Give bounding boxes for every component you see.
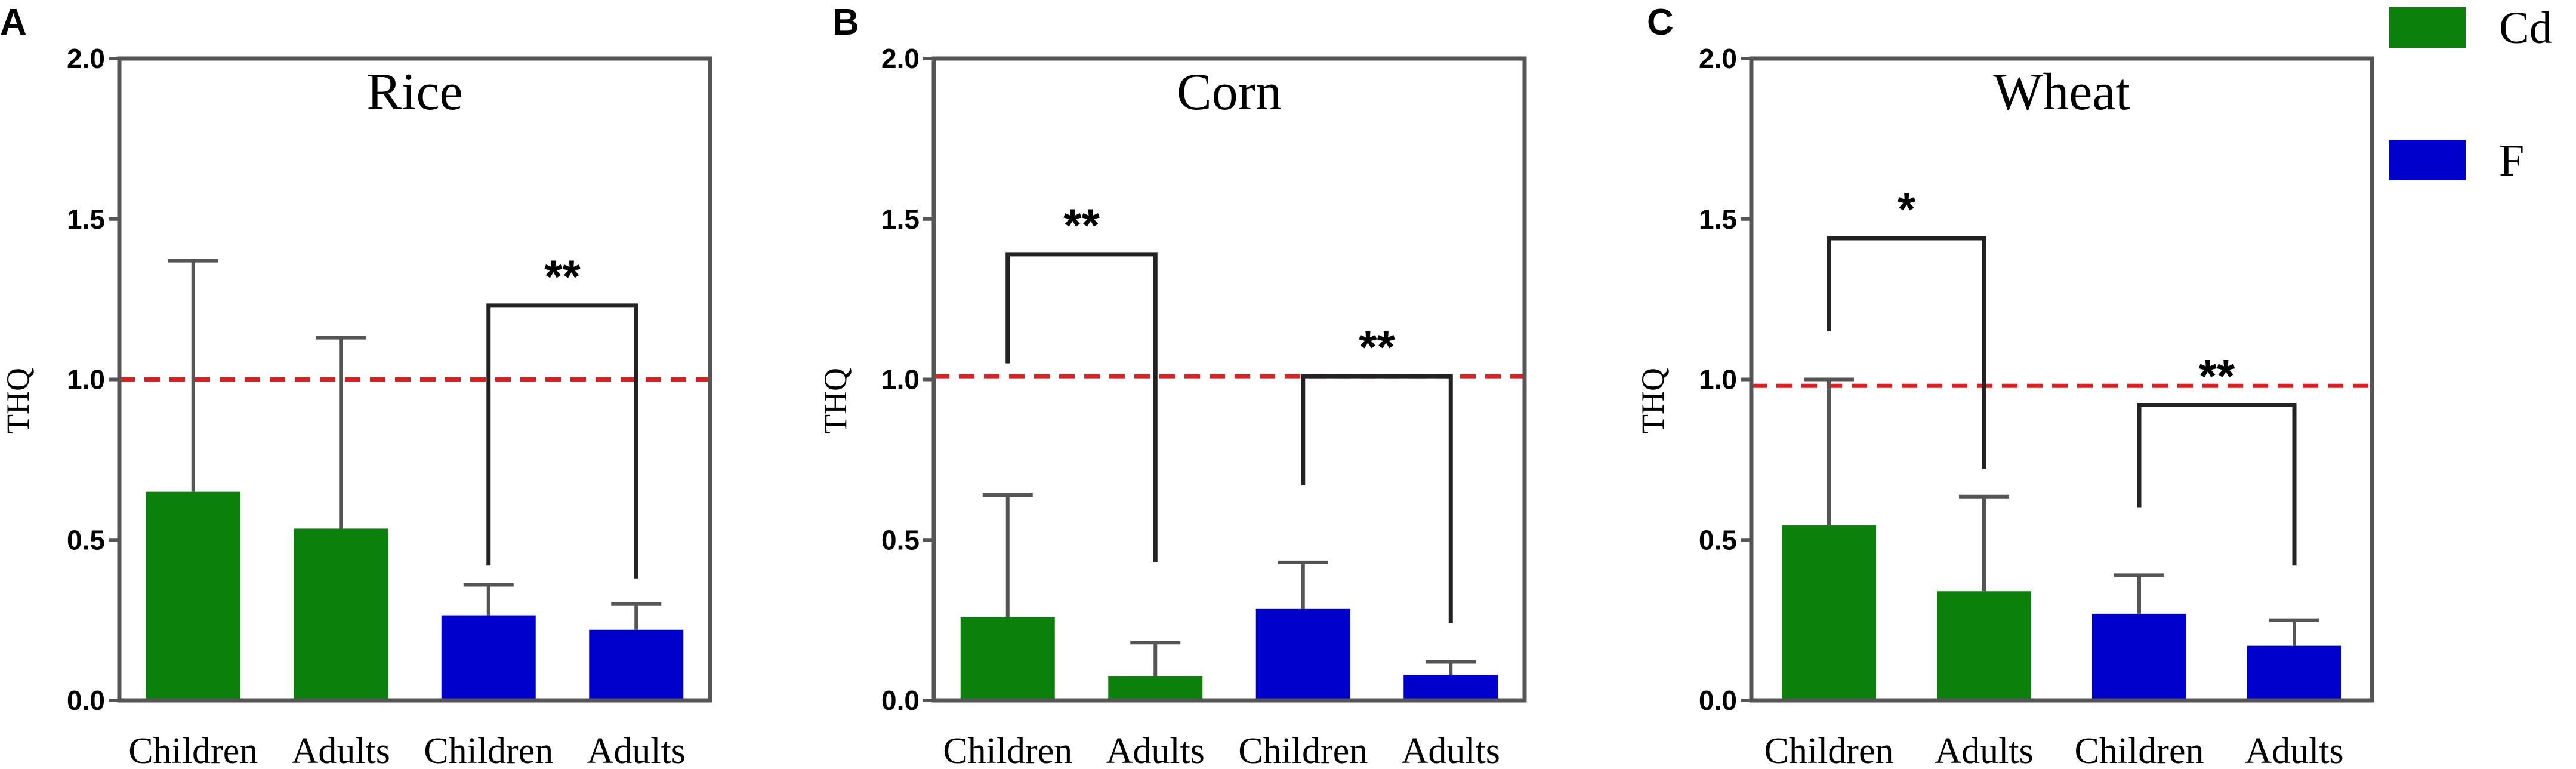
bar-f-adults: [2247, 645, 2341, 700]
x-tick-label: Adults: [2245, 731, 2343, 769]
significance-label: **: [544, 250, 581, 303]
panel-letter-C: C: [1647, 2, 1674, 43]
bar-cd-adults: [1108, 676, 1203, 700]
y-tick-label: 2.0: [881, 43, 920, 74]
bar-f-children: [1255, 608, 1350, 700]
significance-bracket: [1827, 236, 1986, 469]
panel-letter-A: A: [0, 2, 27, 43]
significance-bracket: [2137, 403, 2297, 566]
y-tick-label: 1.5: [67, 204, 105, 235]
x-tick-label: Adults: [1402, 731, 1500, 769]
y-tick-label: 0.0: [67, 685, 105, 716]
significance-bracket: [1005, 252, 1158, 562]
bar-f-adults: [589, 629, 684, 700]
x-tick-label: Children: [1764, 731, 1894, 769]
x-tick-label: Children: [1238, 731, 1368, 769]
y-tick-label: 0.0: [881, 685, 920, 716]
y-tick-label: 1.0: [881, 364, 920, 395]
x-tick-label: Adults: [1106, 731, 1205, 769]
bar-f-children: [2092, 613, 2186, 700]
significance-label: *: [1898, 183, 1916, 235]
x-tick-label: Children: [943, 731, 1072, 769]
significance-bracket: [486, 303, 638, 579]
x-tick-label: Children: [424, 731, 553, 769]
y-tick-label: 1.5: [881, 204, 920, 235]
y-tick-label: 2.0: [1699, 43, 1737, 74]
chart-title: Rice: [366, 63, 462, 121]
y-axis-label: THQ: [1635, 368, 1671, 434]
significance-label: **: [2199, 350, 2235, 402]
panel-letter-B: B: [832, 2, 859, 43]
bar-f-children: [441, 615, 536, 700]
x-tick-label: Children: [2075, 731, 2204, 769]
chart-title: Wheat: [1993, 63, 2130, 121]
x-tick-label: Adults: [587, 731, 686, 769]
bar-cd-adults: [294, 528, 388, 700]
y-tick-label: 1.0: [67, 364, 105, 395]
y-axis-label: THQ: [0, 368, 36, 434]
y-tick-label: 0.5: [67, 524, 105, 555]
bar-cd-children: [960, 617, 1055, 700]
chart-title: Corn: [1177, 63, 1282, 121]
significance-label: **: [1063, 199, 1100, 251]
legend-swatch-f: [2389, 140, 2466, 180]
bar-cd-adults: [1937, 591, 2031, 700]
x-tick-label: Adults: [1935, 731, 2033, 769]
y-tick-label: 0.0: [1699, 685, 1737, 716]
bar-f-adults: [1403, 675, 1498, 700]
significance-label: **: [1359, 321, 1395, 373]
y-tick-label: 2.0: [67, 43, 105, 74]
y-tick-label: 0.5: [881, 524, 920, 555]
bar-cd-children: [146, 491, 240, 700]
x-tick-label: Children: [128, 731, 258, 769]
plot-frame: [931, 56, 1527, 703]
y-tick-label: 1.0: [1699, 364, 1737, 395]
significance-bracket: [1301, 374, 1453, 623]
bar-cd-children: [1782, 525, 1876, 700]
y-tick-label: 1.5: [1699, 204, 1737, 235]
x-tick-label: Adults: [292, 731, 390, 769]
legend-label-f: F: [2499, 136, 2524, 186]
y-tick-label: 0.5: [1699, 524, 1737, 555]
legend-swatch-cd: [2389, 7, 2466, 48]
legend-label-cd: Cd: [2499, 3, 2552, 53]
y-axis-label: THQ: [817, 368, 853, 434]
